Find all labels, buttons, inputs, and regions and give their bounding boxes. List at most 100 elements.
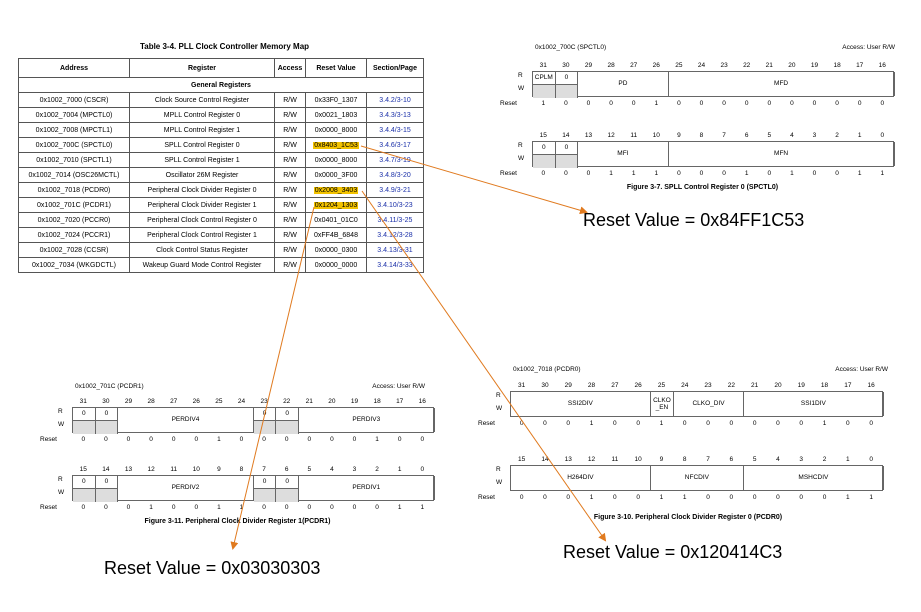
bit-number: 13 [124, 466, 133, 473]
bit-number: 23 [260, 398, 268, 405]
r-label: R [518, 72, 523, 79]
register-field: MSHCDIV [744, 466, 884, 490]
w-label: W [496, 405, 503, 412]
reset-bit: 0 [375, 504, 379, 511]
reset-bit: 1 [609, 170, 613, 177]
reserved-cell [73, 421, 96, 434]
w-label: W [518, 85, 525, 92]
reset-label: Reset [500, 170, 517, 177]
spctl0-reset-value: Reset Value = 0x84FF1C53 [583, 210, 805, 230]
bit-number: 24 [237, 398, 246, 405]
reset-bit: 1 [880, 170, 885, 177]
reset-bit: 1 [589, 494, 594, 501]
bit-number: 11 [611, 456, 619, 463]
spctl0-access: Access: User R/W [842, 44, 895, 51]
table-row: 0x1002_7034 (WKGDCTL) Wakeup Guard Mode C… [18, 257, 424, 273]
highlighted-reset-value: 0x2008_3403 [313, 186, 359, 194]
w-label: W [58, 489, 65, 496]
w-label: W [518, 155, 525, 162]
reserved-cell [533, 155, 556, 168]
reset-bit: 1 [217, 436, 221, 443]
bit-number: 29 [584, 62, 593, 69]
bit-number: 30 [102, 398, 110, 405]
w-label: W [58, 421, 65, 428]
register-field: 0 [95, 476, 119, 489]
lo-field-box: 0 0 MFI MFN [532, 141, 895, 168]
bit-number: 4 [330, 466, 334, 473]
reset-bit: 1 [744, 170, 749, 177]
register-field: PERDIV3 [299, 408, 435, 432]
bit-number: 10 [192, 466, 200, 473]
bit-number: 10 [652, 132, 660, 139]
lo-field-box: H264DIV NFCDIV MSHCDIV [510, 465, 884, 491]
reset-bit: 0 [586, 170, 591, 177]
spctl0-header: 0x1002_700C (SPCTL0) [535, 44, 607, 51]
reset-bit: 0 [397, 436, 402, 443]
bit-number: 29 [564, 382, 572, 389]
field-label: 0 [262, 478, 267, 486]
highlighted-reset-value: 0x1204_1303 [313, 201, 359, 209]
reset-bit: 0 [307, 436, 312, 443]
bit-number: 3 [812, 132, 817, 139]
reset-bit: 1 [857, 170, 862, 177]
figure-caption: Figure 3-11. Peripheral Clock Divider Re… [144, 518, 331, 525]
field-label: 0 [81, 478, 86, 486]
field-label: MFN [774, 150, 789, 158]
bit-number: 2 [822, 456, 827, 463]
reset-bit: 0 [284, 504, 289, 511]
register-field: 0 [555, 72, 579, 85]
reset-bit: 0 [564, 100, 568, 107]
bit-number: 21 [751, 382, 759, 389]
bit-number: 13 [564, 456, 572, 463]
bit-number: 26 [634, 382, 642, 389]
reset-bit: 0 [104, 436, 108, 443]
bit-number: 16 [418, 398, 426, 405]
cell-section[interactable]: 3.4.14/3-33 [366, 257, 424, 273]
register-field: 0 [73, 476, 96, 489]
reset-bit: 0 [822, 494, 827, 501]
reset-bit: 0 [262, 504, 266, 511]
reset-bit: 0 [812, 170, 817, 177]
spctl0-figure: 0x1002_700C (SPCTL0) Access: User R/W 3 1… [500, 44, 895, 194]
lo-field-box: 0 0 PERDIV2 0 0 PERDIV1 [72, 475, 435, 502]
bit-number: 0 [880, 132, 885, 139]
bit-number: 5 [767, 132, 772, 139]
field-label: CLKO_DIV [692, 400, 725, 408]
register-field: SSI2DIV [511, 392, 651, 416]
bit-number: 27 [170, 398, 178, 405]
field-label: CLKO _EN [653, 396, 671, 411]
reset-bit: 0 [171, 436, 176, 443]
w-label: W [496, 479, 503, 486]
bit-number: 18 [373, 398, 381, 405]
reset-bit: 0 [81, 436, 86, 443]
reset-bit: 0 [706, 494, 710, 501]
reset-bit: 0 [194, 504, 199, 511]
r-label: R [58, 476, 63, 483]
pcdr0-header: 0x1002_7018 (PCDR0) [513, 366, 581, 373]
reset-bit: 0 [767, 100, 772, 107]
bit-number: 25 [675, 62, 683, 69]
reserved-cell [276, 489, 299, 502]
bit-number: 26 [652, 62, 660, 69]
bit-number: 15 [518, 456, 526, 463]
hi-field-box: SSI2DIV CLKO _EN CLKO_DIV SSI1DIV [510, 391, 884, 417]
bit-number: 2 [375, 466, 379, 473]
bit-number: 13 [584, 132, 593, 139]
reset-bit: 0 [519, 494, 524, 501]
field-label: 0 [564, 144, 569, 152]
bit-number: 4 [790, 132, 794, 139]
reset-bit: 0 [149, 436, 153, 443]
reset-bit: 0 [767, 170, 772, 177]
reset-bit: 0 [835, 170, 839, 177]
bit-number: 24 [697, 62, 706, 69]
bit-number: 8 [699, 132, 704, 139]
pcdr0-figure: 0x1002_7018 (PCDR0) Access: User R/W 31 3… [478, 366, 888, 526]
reset-bit: 0 [330, 504, 334, 511]
bit-number: 31 [79, 398, 87, 405]
bit-number: 11 [170, 466, 178, 473]
reserved-cell [95, 421, 119, 434]
reset-bit: 1 [822, 420, 827, 427]
cell-access: R/W [274, 257, 306, 273]
bit-number: 8 [682, 456, 687, 463]
